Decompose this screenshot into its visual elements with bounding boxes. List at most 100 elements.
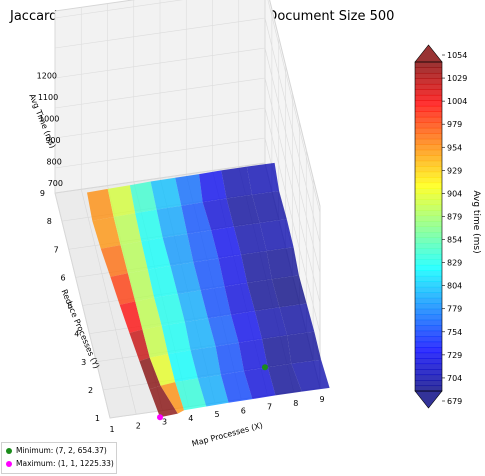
floor-gridline — [54, 162, 266, 194]
colorbar-segment — [415, 67, 442, 74]
colorbar-segment — [415, 369, 442, 376]
y-tick-label: 3 — [81, 358, 86, 367]
legend-maximum-label: Maximum: (1, 1, 1225.33) — [16, 459, 114, 468]
surface-face — [149, 354, 176, 386]
surface-face — [254, 307, 288, 340]
colorbar-tick-label: 879 — [447, 212, 462, 221]
x-axis-label: Map Processes (X) — [191, 421, 264, 449]
surface-face — [184, 318, 216, 351]
colorbar-segment — [415, 336, 442, 343]
colorbar-segment — [415, 149, 442, 156]
colorbar-segment — [415, 325, 442, 332]
colorbar-segment — [415, 62, 442, 68]
extremum-marker — [262, 364, 268, 371]
wall-gridline — [54, 17, 266, 49]
colorbar-tick-label: 904 — [447, 189, 462, 198]
surface-face — [100, 245, 128, 277]
y-axis-ticks: 1 2 3 4 5 6 7 8 9 — [40, 189, 100, 423]
colorbar-segment — [415, 308, 442, 315]
colorbar-tick-label: 754 — [447, 328, 462, 337]
colorbar-segment — [415, 259, 442, 266]
z-tick-label: 1200 — [37, 72, 57, 81]
colorbar-segment — [415, 188, 442, 195]
colorbar-tick-label: 1054 — [447, 51, 467, 60]
surface-face — [262, 335, 292, 368]
surface-face — [175, 378, 207, 411]
surface-face — [149, 385, 178, 418]
surface-face — [199, 170, 227, 203]
colorbar-segment — [415, 144, 442, 151]
surface-face — [168, 350, 198, 383]
colorbar-tick-label: 954 — [447, 143, 462, 152]
colorbar-segment — [415, 347, 442, 354]
colorbar-tick-label: 829 — [447, 259, 462, 268]
colorbar-segment — [415, 94, 442, 101]
surface-face — [220, 371, 253, 403]
colorbar-segment — [415, 275, 442, 282]
surface-face — [156, 205, 188, 238]
colorbar-segment — [415, 160, 442, 167]
y-tick-label: 9 — [40, 189, 45, 198]
surface-face — [202, 198, 234, 231]
colorbar-segment — [415, 221, 442, 227]
surface-face — [226, 194, 260, 227]
legend-maximum-marker — [6, 461, 12, 467]
surface-face — [139, 357, 161, 390]
colorbar-tick-label: 979 — [447, 120, 462, 129]
x-tick-label: 4 — [188, 414, 193, 423]
colorbar-segment — [415, 199, 442, 206]
colorbar-segment — [415, 231, 442, 238]
surface-face — [135, 209, 163, 242]
surface-face — [271, 275, 307, 308]
y-tick-label: 8 — [47, 217, 52, 226]
surface-face — [259, 219, 294, 251]
colorbar-segment — [415, 193, 442, 200]
surface-face — [287, 331, 322, 364]
colorbar-segment — [415, 242, 442, 249]
surface-face — [218, 254, 248, 287]
colorbar-tick-label: 729 — [447, 351, 462, 360]
x-tick-label: 7 — [267, 403, 272, 412]
surface-face — [177, 290, 208, 323]
colorbar-segment — [415, 133, 442, 140]
colorbar-segment — [415, 270, 442, 277]
y-tick-label: 7 — [54, 245, 59, 254]
surface-face — [215, 342, 244, 375]
surface-face — [197, 374, 229, 407]
z-tick-label: 900 — [45, 136, 60, 145]
surface-face — [129, 329, 150, 362]
surface-face — [113, 213, 142, 246]
surface-face — [252, 191, 287, 223]
surface-face — [266, 247, 299, 280]
x-tick-label: 3 — [162, 418, 167, 427]
z-tick-label: 800 — [47, 158, 62, 167]
colorbar-min-arrow — [414, 390, 443, 409]
colorbar-tick-label: 704 — [447, 374, 462, 383]
colorbar-segment — [415, 215, 442, 222]
z-tick-label: 1100 — [38, 93, 58, 102]
colorbar-segment — [415, 83, 442, 90]
surface-face — [181, 202, 212, 234]
colorbar-segment — [415, 72, 442, 79]
surface-face — [211, 226, 242, 259]
colorbar-segment — [415, 374, 442, 381]
x-tick-label: 9 — [319, 395, 324, 404]
colorbar-max-arrow — [414, 44, 443, 63]
legend: Minimum: (7, 2, 654.37) Maximum: (1, 1, … — [1, 442, 117, 474]
legend-item-minimum: Minimum: (7, 2, 654.37) — [6, 446, 107, 455]
colorbar-segment — [415, 303, 442, 310]
extremum-marker — [157, 414, 163, 421]
surface-face — [187, 230, 219, 263]
surface-face — [233, 222, 267, 255]
surface-face — [170, 262, 201, 294]
surface-face — [267, 363, 302, 396]
wall-gridline — [267, 0, 321, 214]
y-tick-label: 6 — [61, 273, 66, 282]
surface-face — [221, 166, 252, 199]
colorbar-segment — [415, 385, 442, 392]
colorbar-tick-label: 929 — [447, 166, 462, 175]
legend-minimum-marker — [6, 448, 12, 454]
wall-gridline — [264, 47, 321, 274]
colorbar-segment — [415, 182, 442, 189]
